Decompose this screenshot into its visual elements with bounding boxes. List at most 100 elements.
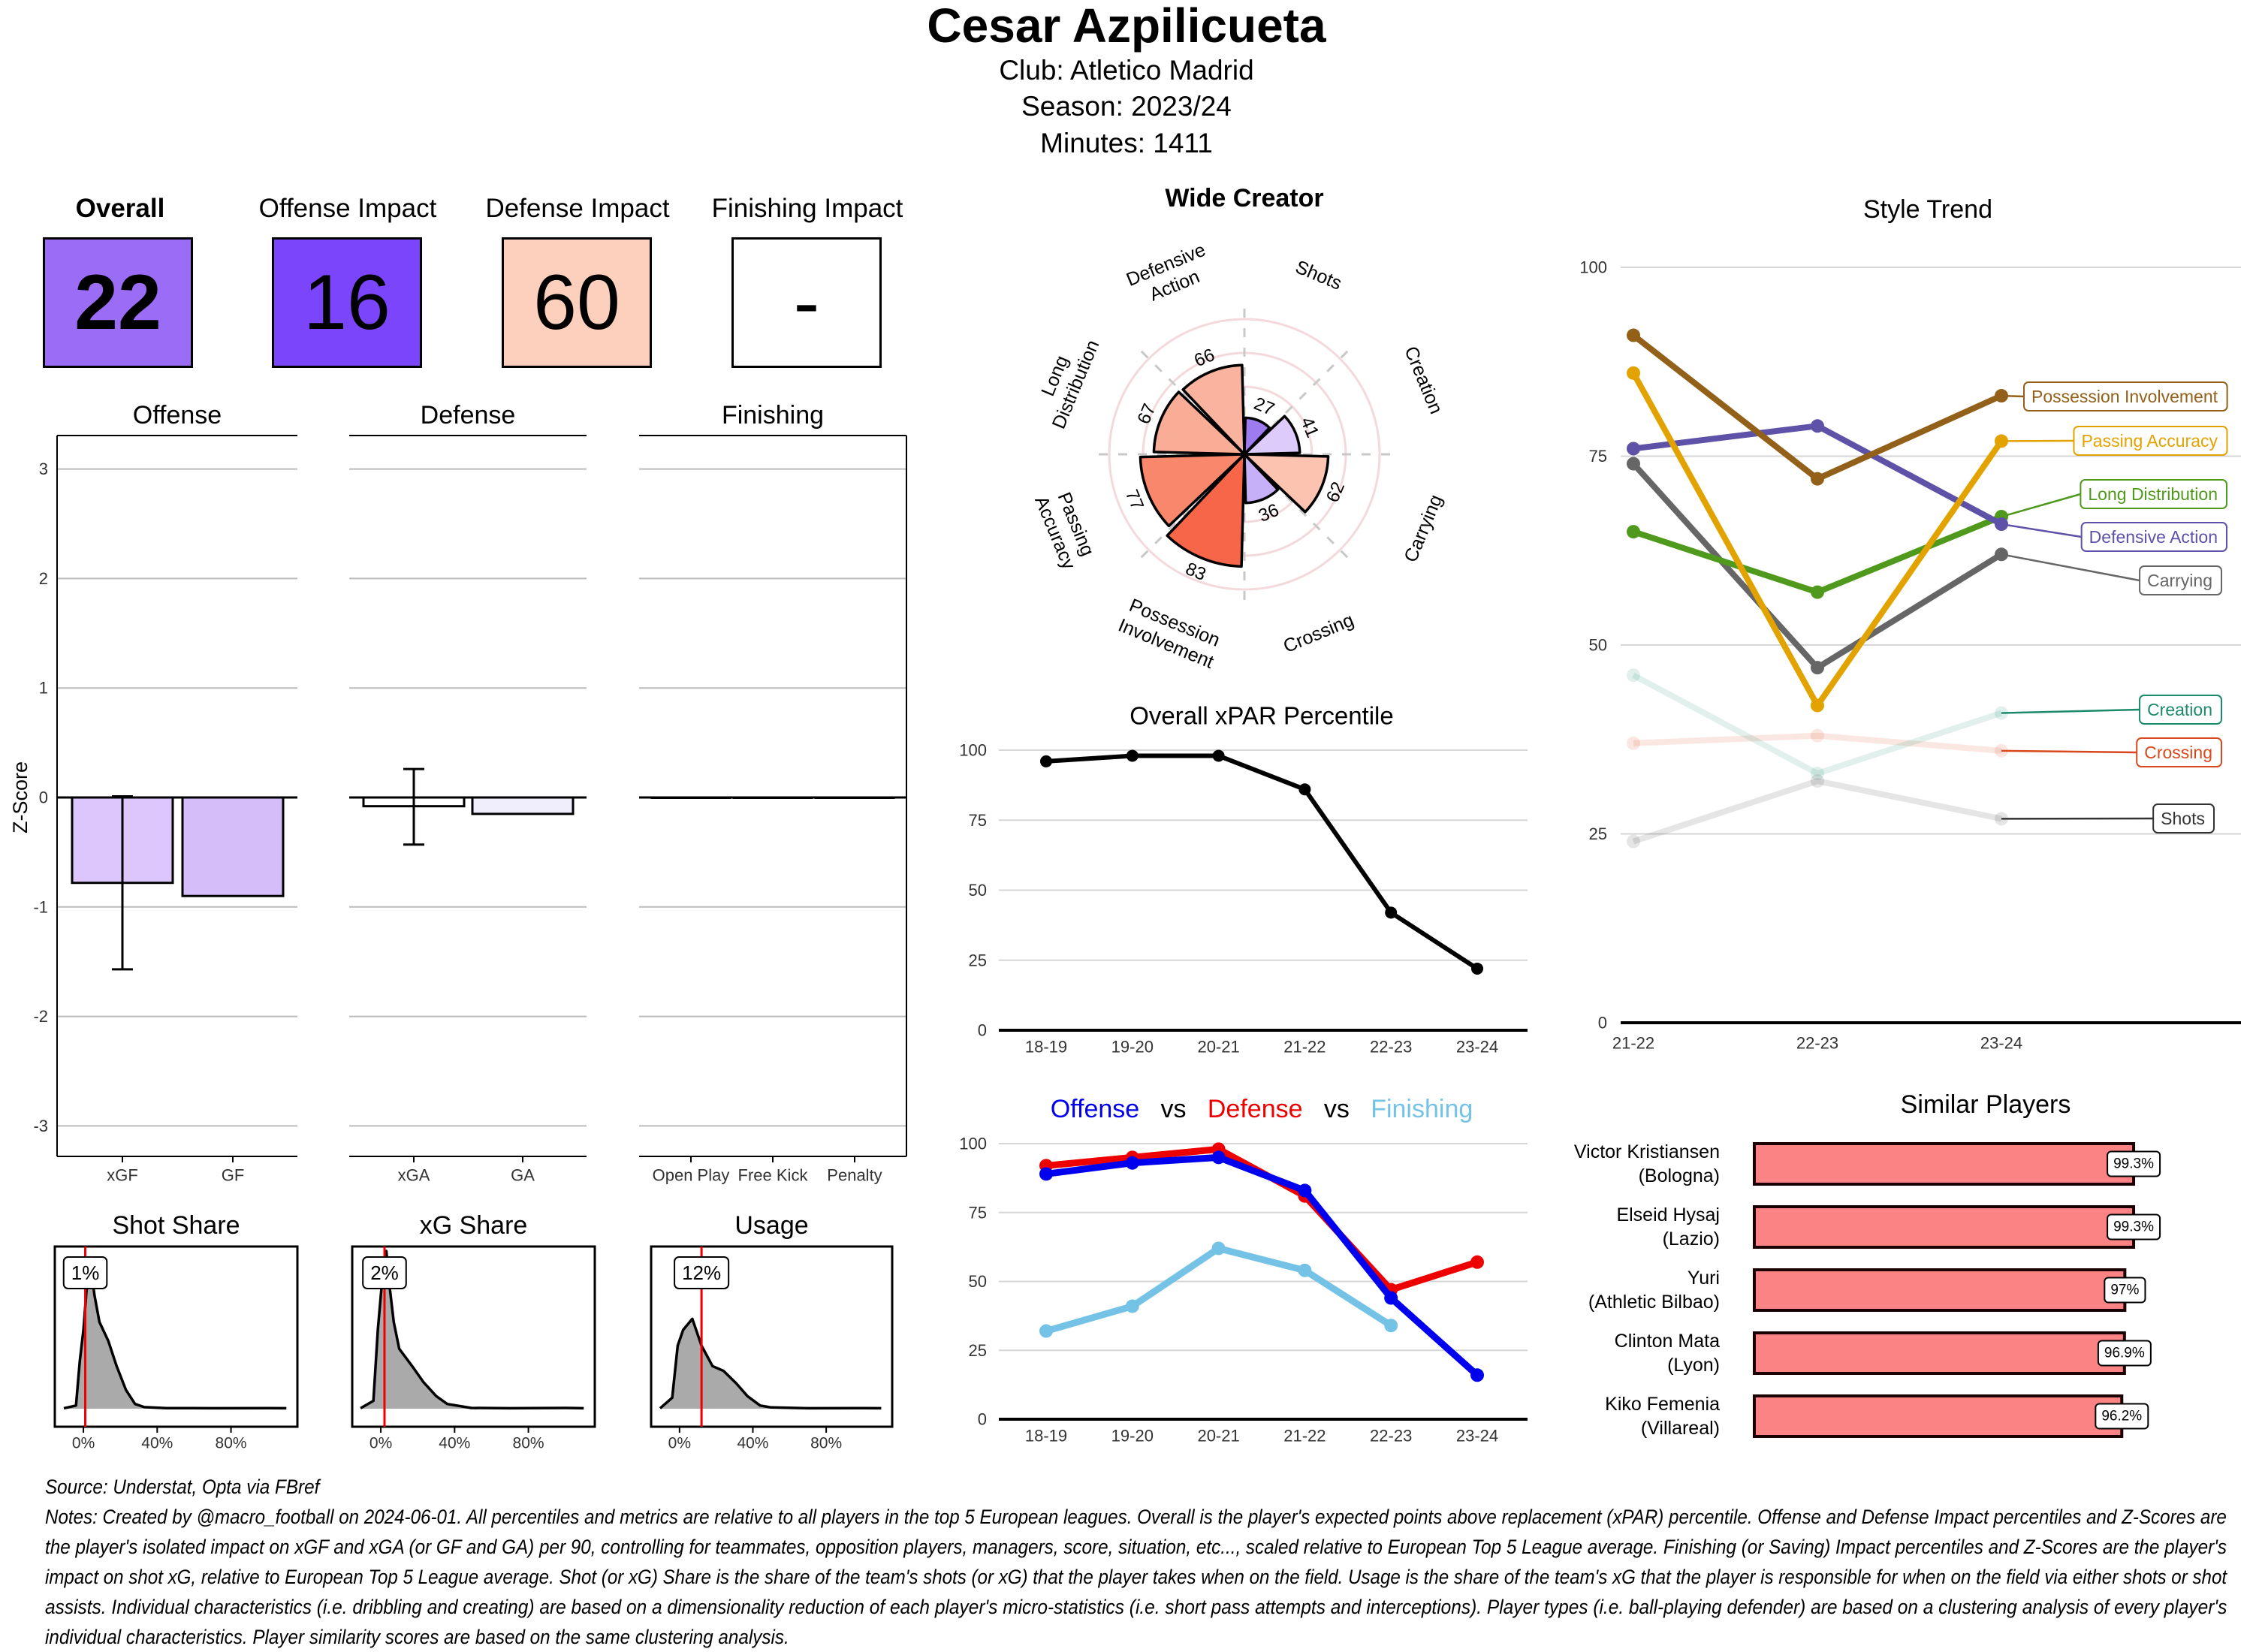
similar-player-club: (Bologna) [1639,1165,1720,1186]
y-tick-label: -1 [33,897,48,916]
finishing-point [1039,1324,1053,1338]
defensive-action-trend-point [1627,442,1640,456]
long-distribution-trend-point [1627,525,1640,539]
similarity-value-label: 99.3% [2113,1219,2154,1235]
similarity-bar [1753,1394,2124,1438]
similarity-value-box [2107,1150,2161,1177]
notes-line: the player's isolated impact on xGF and … [45,1536,2227,1558]
offense-point [1384,1291,1398,1305]
y-tick-label: -2 [33,1007,48,1026]
title-part-vs: vs [1303,1095,1350,1123]
polar-category-label: Crossing [1280,610,1357,658]
passing-accuracy-trend-label: Passing Accuracy [2081,431,2218,451]
kpi-offense-label: Offense Impact [258,194,437,223]
player-value-label: 2% [370,1262,399,1284]
x-tick-label: 40% [141,1435,173,1452]
x-tick-label: 23-24 [1456,1427,1498,1446]
xpar-point [1126,749,1139,762]
polar-bar-shots [1243,416,1271,456]
similarity-value-label: 99.3% [2113,1156,2154,1172]
x-tick-label: 0% [72,1435,95,1452]
possession-involvement-trend-point [1811,472,1824,486]
club-line: Club: Atletico Madrid [999,55,1254,86]
chart-title: Offense vs Defense vs Finishing [1051,1095,1473,1123]
x-tick-label: 18-19 [1025,1427,1067,1446]
xpar-point [1385,906,1398,919]
notes-line: impact on shot xG, relative to European … [45,1566,2227,1588]
offense-point [1039,1167,1053,1181]
x-tick-label: 0% [369,1435,392,1452]
player-name: Cesar Azpilicueta [927,0,1326,53]
chart-title: Similar Players [1901,1090,2071,1119]
carrying-label-connector [2001,553,2140,582]
similar-player-club: (Villareal) [1641,1418,1720,1439]
y-tick-label: 75 [969,811,987,830]
similarity-bar [1753,1205,2136,1249]
panel-title: xG Share [420,1211,528,1240]
passing-accuracy-label-box [2073,426,2228,456]
similarity-value-label: 96.2% [2101,1409,2142,1424]
density-area [360,1251,584,1409]
crossing-trend-line [1633,732,2002,754]
chart-title: Wide Creator [1165,184,1323,213]
y-tick-label: 50 [969,881,987,900]
carrying-label-box [2139,565,2222,595]
panel-title: Usage [734,1211,808,1240]
x-tick-label: 0% [668,1435,691,1452]
x-tick-label: GA [511,1166,535,1185]
x-tick-label: 18-19 [1025,1038,1067,1057]
source-note: Source: Understat, Opta via FBref [45,1476,320,1498]
polar-category-text: Carrying [1400,492,1446,565]
similar-player-name: Victor Kristiansen [1574,1141,1720,1162]
possession-involvement-label-box [2022,381,2228,411]
long-distribution-label-connector [2001,493,2081,518]
similarity-value-box [2104,1277,2146,1304]
x-tick-label: 22-23 [1370,1038,1412,1057]
y-tick-label: 2 [39,569,48,588]
creation-label-connector [2001,708,2140,714]
similar-player-club: (Lyon) [1667,1355,1720,1376]
y-tick-label: 3 [39,460,48,478]
x-tick-label: 20-21 [1197,1427,1239,1446]
bar-gf [181,796,285,897]
shots-label-box [2152,803,2215,834]
similarity-value-box [2095,1403,2149,1430]
long-distribution-label-box [2080,479,2227,509]
x-tick-label: 23-24 [1980,1034,2022,1053]
defensive-action-label-connector [2001,523,2082,538]
density-area [659,1319,882,1409]
polar-value-label: 27 [1251,393,1277,420]
title-part-finishing: Finishing [1350,1095,1473,1123]
polar-bar-possession-involvement [1166,453,1246,568]
kpi-finishing-box: - [731,237,882,368]
kpi-defense-box: 60 [502,237,652,368]
similar-player-name: Kiko Femenia [1605,1394,1720,1415]
y-tick-label: 25 [969,951,987,969]
y-axis-title: Z-Score [9,761,32,834]
possession-involvement-trend-point [1627,328,1640,342]
finishing-point [1298,1263,1312,1277]
x-tick-label: 80% [216,1435,247,1452]
polar-category-text: Creation [1400,343,1446,417]
finishing-point [1211,1241,1226,1256]
similar-player-club: (Lazio) [1663,1228,1720,1250]
long-distribution-trend-point [1811,585,1824,599]
shots-trend-line [1632,778,2002,845]
y-tick-label: 0 [978,1021,987,1040]
title-part-offense: Offense [1051,1095,1139,1123]
creation-trend-point [1627,668,1640,683]
passing-accuracy-trend-point [1811,698,1824,713]
shots-trend-label: Shots [2161,809,2205,828]
crossing-trend-point [1627,736,1640,750]
x-tick-label: Free Kick [738,1166,809,1185]
finishing-line [1045,1244,1393,1334]
polar-bar-creation [1243,415,1301,456]
creation-label-box [2139,695,2222,725]
player-value-label-box [62,1256,108,1289]
possession-involvement-trend-label: Possession Involvement [2031,387,2218,406]
similarity-value-label: 97% [2110,1283,2139,1298]
similar-player-name: Elseid Hysaj [1616,1204,1720,1225]
y-tick-label: 0 [978,1410,987,1429]
